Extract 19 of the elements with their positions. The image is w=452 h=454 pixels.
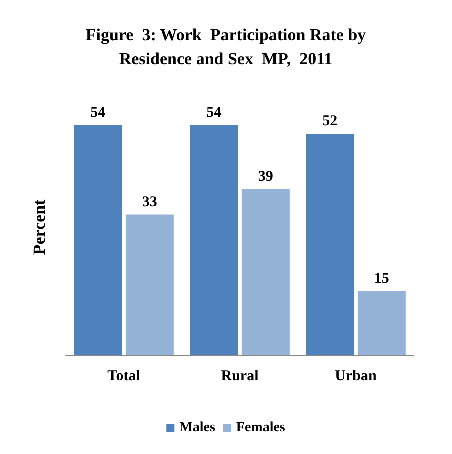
y-axis-title: Percent xyxy=(30,199,49,256)
x-tick-label: Urban xyxy=(335,368,378,384)
bar xyxy=(242,189,290,355)
legend-label: Males xyxy=(180,420,216,436)
data-label: 39 xyxy=(258,168,274,185)
data-label: 15 xyxy=(374,270,390,287)
bar xyxy=(126,214,174,355)
x-tick-label: Rural xyxy=(221,368,259,384)
x-tick-label: Total xyxy=(108,368,140,384)
chart-title: Figure 3: Work Participation Rate by Residence and Sex MP, 2011 xyxy=(86,26,367,68)
data-label: 54 xyxy=(206,105,222,121)
bar xyxy=(358,291,406,355)
data-label: 54 xyxy=(90,105,106,121)
bar xyxy=(74,126,122,355)
data-label: 52 xyxy=(322,114,338,130)
legend-label: Females xyxy=(236,420,286,436)
bar xyxy=(306,134,354,355)
data-label: 33 xyxy=(142,194,158,210)
bar xyxy=(190,126,238,355)
